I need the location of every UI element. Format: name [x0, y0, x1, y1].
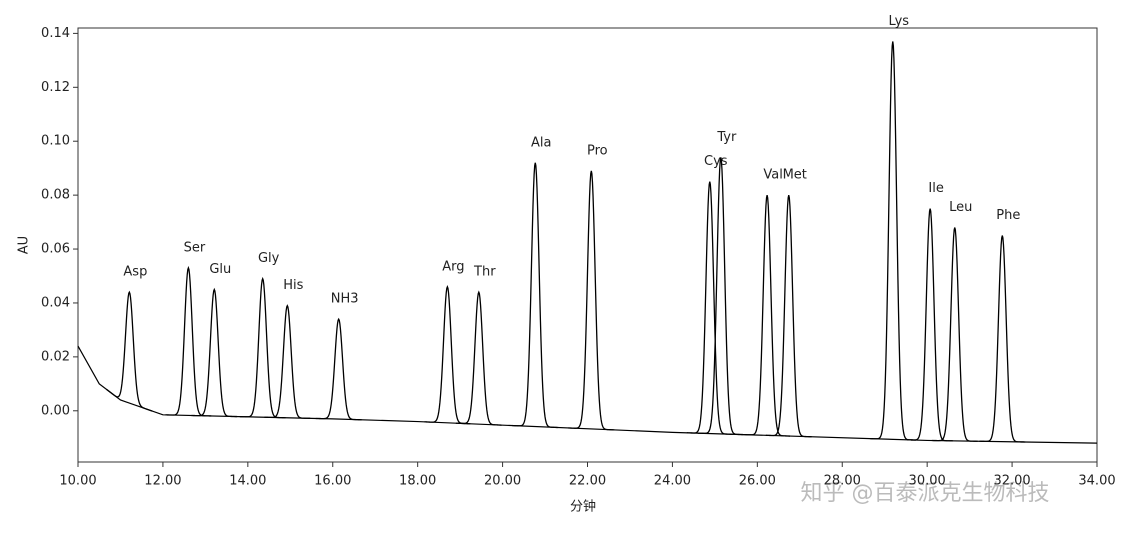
x-tick-label: 32.00 — [993, 474, 1030, 489]
peak-label: Gly — [258, 251, 280, 266]
x-tick-label: 20.00 — [484, 474, 521, 489]
peak — [869, 41, 916, 441]
y-tick-label: 0.04 — [41, 295, 70, 310]
peak-label: Arg — [442, 259, 464, 274]
peak — [512, 162, 559, 429]
plot-frame — [77, 27, 1098, 463]
peak — [979, 235, 1026, 443]
x-tick-label: 34.00 — [1078, 474, 1115, 489]
peak-label: Cys — [704, 154, 728, 169]
peak-label: Lys — [889, 14, 910, 29]
peak — [697, 157, 744, 436]
x-tick-label: 24.00 — [654, 474, 691, 489]
peak-label: Val — [763, 168, 782, 183]
peak-label: Met — [783, 168, 807, 183]
peak — [744, 194, 791, 437]
peak — [568, 170, 615, 431]
y-axis-label: AU — [17, 236, 32, 254]
x-tick-label: 10.00 — [59, 474, 96, 489]
y-tick-label: 0.02 — [41, 349, 70, 364]
peak — [931, 227, 978, 442]
peak-label: Leu — [949, 200, 972, 215]
peak — [455, 290, 502, 426]
x-axis-label: 分钟 — [570, 499, 596, 515]
peak — [264, 304, 311, 419]
x-tick-label: 30.00 — [909, 474, 946, 489]
y-tick-label: 0.00 — [41, 403, 70, 418]
watermark: 知乎 @百泰派克生物科技 — [801, 481, 1050, 506]
peak-label: Phe — [996, 208, 1020, 223]
peak — [106, 290, 153, 412]
y-tick-label: 0.06 — [41, 242, 70, 257]
peak — [315, 317, 362, 421]
peak-label: Pro — [587, 143, 608, 158]
peak-label: Tyr — [716, 130, 737, 145]
peak-label: Ser — [184, 240, 206, 255]
peak-label: Thr — [473, 265, 496, 280]
peak — [907, 208, 954, 442]
x-tick-label: 28.00 — [824, 474, 861, 489]
y-tick-label: 0.08 — [41, 188, 70, 203]
y-tick-label: 0.10 — [41, 134, 70, 149]
peak-label: Ala — [531, 135, 551, 150]
x-tick-label: 14.00 — [229, 474, 266, 489]
peak — [191, 287, 238, 418]
baseline — [77, 345, 1098, 444]
x-tick-label: 22.00 — [569, 474, 606, 489]
x-tick-label: 26.00 — [739, 474, 776, 489]
x-tick-label: 18.00 — [399, 474, 436, 489]
peak-label: His — [283, 278, 303, 293]
peak-label: Asp — [123, 265, 147, 280]
peak-label: NH3 — [331, 292, 359, 307]
y-tick-label: 0.14 — [41, 26, 70, 41]
peak — [424, 284, 471, 425]
peak-label: Ile — [928, 181, 943, 196]
peak — [165, 265, 212, 417]
peak — [239, 276, 286, 419]
peak — [765, 194, 812, 438]
peak-label: Glu — [209, 262, 231, 277]
x-tick-label: 12.00 — [144, 474, 181, 489]
x-tick-label: 16.00 — [314, 474, 351, 489]
peak — [686, 181, 733, 435]
y-tick-label: 0.12 — [41, 80, 70, 95]
